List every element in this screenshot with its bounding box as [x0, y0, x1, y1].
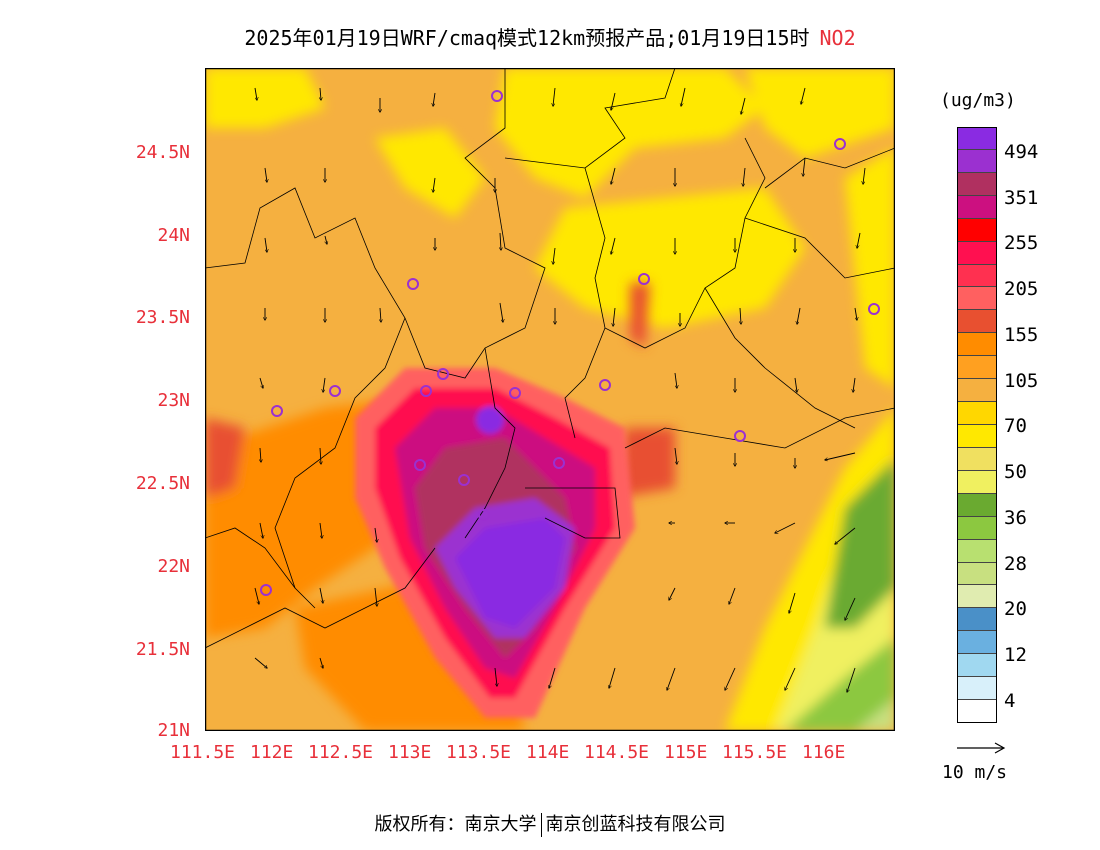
colorbar-label-12: 12: [1004, 644, 1027, 666]
colorbar-cell: [957, 310, 997, 334]
colorbar-label-205: 205: [1004, 278, 1039, 300]
colorbar-label-28: 28: [1004, 553, 1027, 575]
colorbar-cell: [957, 654, 997, 678]
colorbar-cell: [957, 608, 997, 632]
lon-label-112-5: 112.5E: [308, 742, 374, 763]
colorbar-cell: [957, 195, 997, 219]
lat-label-23: 23N: [157, 390, 190, 411]
colorbar-cell: [957, 356, 997, 380]
lat-label-21: 21N: [157, 720, 190, 741]
colorbar-label-155: 155: [1004, 324, 1039, 346]
lon-label-113: 113E: [388, 742, 432, 763]
colorbar-cell: [957, 264, 997, 288]
concentration-map: [205, 68, 895, 731]
colorbar-cell: [957, 333, 997, 357]
colorbar-cell: [957, 516, 997, 540]
colorbar-cell: [957, 287, 997, 311]
copyright-right: 南京创蓝科技有限公司: [545, 814, 726, 835]
colorbar-cell: [957, 700, 997, 723]
colorbar-cell: [957, 539, 997, 563]
colorbar-label-36: 36: [1004, 507, 1027, 529]
copyright-footer: 版权所有：南京大学 南京创蓝科技有限公司: [0, 810, 1100, 837]
colorbar-label-4: 4: [1004, 690, 1016, 712]
lon-label-113-5: 113.5E: [446, 742, 512, 763]
colorbar-label-351: 351: [1004, 187, 1039, 209]
colorbar-label-70: 70: [1004, 415, 1027, 437]
copyright-left: 版权所有：南京大学: [374, 814, 537, 835]
colorbar-cell: [957, 172, 997, 196]
colorbar-cell: [957, 562, 997, 586]
colorbar-cell: [957, 218, 997, 242]
title-text: 2025年01月19日WRF/cmaq模式12km预报产品;01月19日15时: [244, 26, 810, 50]
colorbar-cell: [957, 631, 997, 655]
colorbar-label-20: 20: [1004, 598, 1027, 620]
colorbar-cell: [957, 149, 997, 173]
colorbar-cell: [957, 447, 997, 471]
lon-label-115: 115E: [664, 742, 708, 763]
colorbar-cell: [957, 379, 997, 403]
map-border: [205, 68, 895, 731]
wind-vectors: [254, 87, 866, 692]
colorbar-unit: (ug/m3): [940, 90, 1016, 111]
colorbar-label-494: 494: [1004, 141, 1039, 163]
colorbar-cell: [957, 493, 997, 517]
colorbar-cell: [957, 402, 997, 425]
lat-label-24-5: 24.5N: [135, 142, 190, 163]
colorbar-cell: [957, 470, 997, 494]
lon-label-112: 112E: [250, 742, 294, 763]
colorbar-cell: [957, 241, 997, 265]
low-concentration-zones: [205, 68, 895, 731]
colorbar: [957, 127, 997, 723]
map-title: 2025年01月19日WRF/cmaq模式12km预报产品;01月19日15时 N…: [0, 22, 1100, 51]
lon-label-111-5: 111.5E: [170, 742, 236, 763]
lon-label-116: 116E: [802, 742, 846, 763]
lon-label-115-5: 115.5E: [722, 742, 788, 763]
wind-key-label: 10 m/s: [942, 762, 1008, 783]
lat-label-22: 22N: [157, 556, 190, 577]
colorbar-cell: [957, 127, 997, 150]
colorbar-label-255: 255: [1004, 232, 1039, 254]
lat-label-24: 24N: [157, 225, 190, 246]
lat-label-23-5: 23.5N: [135, 307, 190, 328]
colorbar-label-50: 50: [1004, 461, 1027, 483]
colorbar-cell: [957, 424, 997, 448]
pollutant-label: NO2: [819, 26, 856, 50]
lon-label-114-5: 114.5E: [584, 742, 650, 763]
monitoring-stations: [260, 90, 880, 596]
lat-label-21-5: 21.5N: [135, 639, 190, 660]
colorbar-label-105: 105: [1004, 370, 1039, 392]
lon-label-114: 114E: [526, 742, 570, 763]
colorbar-cell: [957, 585, 997, 609]
high-concentration-plume: [355, 368, 635, 718]
admin-boundaries: [205, 68, 895, 649]
colorbar-cell: [957, 677, 997, 701]
lat-label-22-5: 22.5N: [135, 473, 190, 494]
wind-key-arrow-icon: [957, 742, 1006, 754]
footer-divider: [540, 813, 542, 837]
